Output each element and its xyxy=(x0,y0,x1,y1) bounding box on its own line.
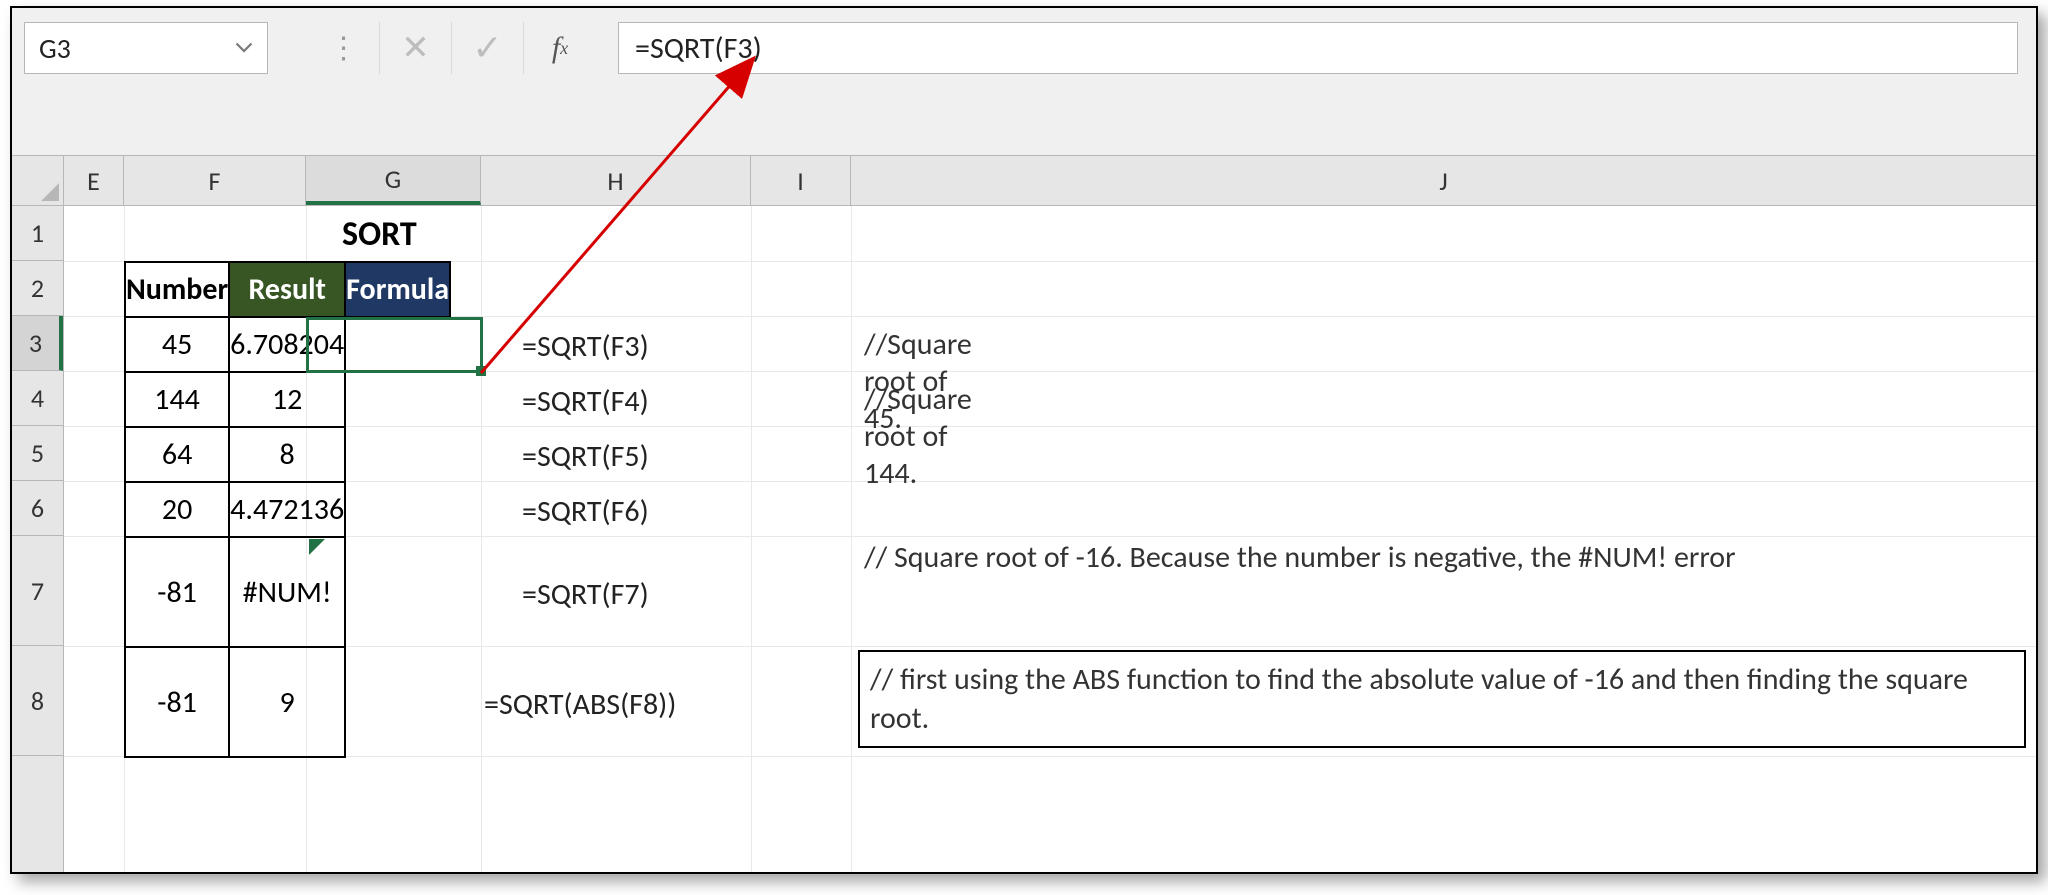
formula-bar-area: G3 ⋮ ✕ ✓ fx =SQRT(F3) xyxy=(12,8,2036,156)
cell-G6[interactable]: 4.472136 xyxy=(229,482,345,537)
cell-F6[interactable]: 20 xyxy=(125,482,229,537)
cell-G4[interactable]: 12 xyxy=(229,372,345,427)
row-header-5[interactable]: 5 xyxy=(12,426,63,481)
th-number: Number xyxy=(125,262,229,317)
cell-G3[interactable]: 6.708204 xyxy=(229,317,345,372)
cells-area[interactable]: SORT Number Result Formula 45 6.708204 1… xyxy=(64,206,2036,872)
insert-function-button[interactable]: fx xyxy=(524,22,596,74)
formula-bar-separator-icon: ⋮ xyxy=(308,22,380,74)
cell-F3[interactable]: 45 xyxy=(125,317,229,372)
cell-F7[interactable]: -81 xyxy=(125,537,229,647)
cell-F8[interactable]: -81 xyxy=(125,647,229,757)
col-header-G[interactable]: G xyxy=(306,156,481,205)
row-header-8[interactable]: 8 xyxy=(12,646,63,756)
comment-J7: // Square root of -16. Because the numbe… xyxy=(864,538,2014,579)
col-header-J[interactable]: J xyxy=(851,156,2036,205)
name-box[interactable]: G3 xyxy=(24,22,268,74)
cell-H5[interactable]: =SQRT(F5) xyxy=(522,438,649,475)
col-header-I[interactable]: I xyxy=(751,156,851,205)
page-title: SORT xyxy=(342,214,417,255)
formula-bar-input[interactable]: =SQRT(F3) xyxy=(618,22,2018,74)
cell-G8[interactable]: 9 xyxy=(229,647,345,757)
enter-button[interactable]: ✓ xyxy=(452,22,524,74)
spreadsheet-body: 1 2 3 4 5 6 7 8 SORT xyxy=(12,206,2036,872)
cell-F4[interactable]: 144 xyxy=(125,372,229,427)
error-indicator-icon[interactable] xyxy=(309,539,325,555)
row-header-2[interactable]: 2 xyxy=(12,261,63,316)
comment-J8: // first using the ABS function to find … xyxy=(858,650,2026,748)
excel-window: G3 ⋮ ✕ ✓ fx =SQRT(F3) E F G H I J 1 2 3 … xyxy=(10,6,2038,874)
cell-H8[interactable]: =SQRT(ABS(F8)) xyxy=(484,686,676,723)
column-headers: E F G H I J xyxy=(12,156,2036,206)
comment-J4: //Square root of 144. xyxy=(864,381,972,492)
cell-H4[interactable]: =SQRT(F4) xyxy=(522,383,649,420)
th-result: Result xyxy=(229,262,345,317)
col-header-E[interactable]: E xyxy=(64,156,124,205)
cell-G5[interactable]: 8 xyxy=(229,427,345,482)
cell-H3[interactable]: =SQRT(F3) xyxy=(522,328,649,365)
row-header-4[interactable]: 4 xyxy=(12,371,63,426)
row-header-1[interactable]: 1 xyxy=(12,206,63,261)
cancel-button[interactable]: ✕ xyxy=(380,22,452,74)
col-header-H[interactable]: H xyxy=(481,156,751,205)
name-box-value: G3 xyxy=(39,31,71,66)
col-header-F[interactable]: F xyxy=(124,156,306,205)
cell-H6[interactable]: =SQRT(F6) xyxy=(522,493,649,530)
row-header-3[interactable]: 3 xyxy=(12,316,63,371)
row-header-7[interactable]: 7 xyxy=(12,536,63,646)
th-formula: Formula xyxy=(345,262,450,317)
select-all-corner[interactable] xyxy=(12,156,64,205)
row-header-6[interactable]: 6 xyxy=(12,481,63,536)
cell-F5[interactable]: 64 xyxy=(125,427,229,482)
chevron-down-icon xyxy=(235,42,253,54)
cell-H7[interactable]: =SQRT(F7) xyxy=(522,576,649,613)
data-table: Number Result Formula 45 6.708204 144 12 xyxy=(124,261,451,758)
formula-bar-text: =SQRT(F3) xyxy=(635,30,762,67)
cell-G7[interactable]: #NUM! xyxy=(229,537,345,647)
row-headers: 1 2 3 4 5 6 7 8 xyxy=(12,206,64,872)
